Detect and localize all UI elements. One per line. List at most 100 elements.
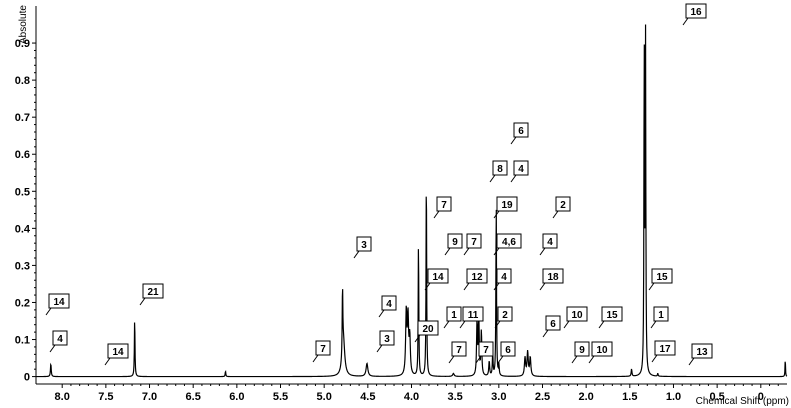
x-tick-label: 6.0 [229, 391, 244, 403]
y-tick-label: 0.4 [15, 223, 31, 235]
peak-label-box [542, 233, 558, 249]
peak-leader [598, 320, 605, 329]
peak-label-box [651, 268, 673, 284]
peak-label-box [462, 306, 484, 322]
peak-label: 7 [471, 237, 477, 248]
peak-label: 2 [502, 310, 508, 321]
peak-label: 17 [659, 344, 671, 355]
peak-annotation: 4 [539, 233, 558, 256]
peak-annotation: 1 [650, 306, 669, 329]
peak-label-box [379, 330, 395, 346]
peak-leader [444, 247, 451, 256]
peak-label-box [591, 341, 613, 357]
x-tick-label: 4.0 [404, 391, 419, 403]
peak-leader [443, 320, 450, 329]
peak-label: 10 [596, 345, 608, 356]
peak-leader [493, 210, 500, 219]
peak-leader [542, 329, 549, 338]
peak-label-box [417, 320, 439, 336]
peak-label: 7 [320, 344, 326, 355]
peak-annotation: 9 [571, 341, 590, 364]
x-tick-label: 7.0 [142, 391, 157, 403]
peak-label-box [447, 233, 463, 249]
peak-label: 4 [386, 299, 392, 310]
peak-annotation: 2 [552, 196, 571, 219]
peak-leader [104, 357, 111, 366]
peak-leader [463, 247, 470, 256]
x-tick-label: 2.0 [579, 391, 594, 403]
peak-label-box [497, 306, 513, 322]
peak-label-box [466, 268, 488, 284]
peak-label-box [555, 196, 571, 212]
x-tick-label: 5.0 [317, 391, 332, 403]
peak-label-box [356, 236, 372, 252]
peak-label: 1 [658, 310, 664, 321]
peak-annotation: 1 [443, 306, 462, 329]
peak-annotation: 2 [494, 306, 513, 329]
peak-leader [648, 282, 655, 291]
peak-leader [493, 247, 500, 256]
peak-leader [539, 247, 546, 256]
peak-leader [497, 355, 504, 364]
peak-label: 15 [606, 310, 618, 321]
peak-leader [312, 354, 319, 363]
peak-label: 4 [57, 334, 63, 345]
peak-label-box [653, 306, 669, 322]
peak-label: 1 [451, 310, 457, 321]
x-tick-label: 4.5 [360, 391, 375, 403]
x-tick-label: 8.0 [55, 391, 70, 403]
peak-label: 7 [456, 345, 462, 356]
peak-annotation: 7 [475, 341, 494, 364]
y-tick-label: 0.3 [15, 260, 30, 272]
y-tick-label: 0.1 [15, 335, 30, 347]
peak-leader [571, 355, 578, 364]
peak-label: 14 [432, 272, 444, 283]
peak-leader [552, 210, 559, 219]
peak-label: 13 [696, 347, 708, 358]
x-tick-label: 1.5 [622, 391, 637, 403]
peak-annotation: 3 [376, 330, 395, 353]
peak-annotation: 16 [682, 3, 707, 26]
peak-annotation: 9 [444, 233, 463, 256]
peak-label: 15 [656, 272, 668, 283]
peak-label-box [107, 343, 129, 359]
peak-leader [459, 320, 466, 329]
peak-annotation: 10 [588, 341, 613, 364]
spectrum [36, 24, 788, 378]
peak-label: 2 [560, 200, 566, 211]
peak-leader [651, 354, 658, 363]
peak-leader [463, 282, 470, 291]
peak-annotation: 4 [49, 330, 68, 353]
peak-annotation: 14 [104, 343, 129, 366]
peak-leader [353, 250, 360, 259]
peak-label-box [601, 306, 623, 322]
peak-annotation: 4,6 [493, 233, 522, 256]
peak-annotation: 11 [459, 306, 484, 329]
peak-label: 10 [571, 310, 583, 321]
y-tick-label: 0.8 [15, 75, 30, 87]
x-tick-label: 3.5 [448, 391, 463, 403]
peak-annotation: 20 [414, 320, 439, 343]
peak-label: 14 [53, 297, 65, 308]
peak-label: 12 [471, 272, 483, 283]
y-tick-label: 0.7 [15, 112, 30, 124]
peak-label: 4 [547, 237, 553, 248]
peak-annotation: 3 [353, 236, 372, 259]
peak-label-box [446, 306, 462, 322]
peak-label-box [492, 160, 508, 176]
peak-label-box [381, 295, 397, 311]
peak-annotation: 21 [139, 283, 164, 306]
peak-annotation: 6 [510, 122, 529, 145]
peak-leader [682, 17, 689, 26]
peak-label: 11 [468, 310, 479, 321]
peak-annotation: 10 [563, 306, 588, 329]
peak-annotation: 4 [493, 268, 512, 291]
peak-annotation: 17 [651, 340, 676, 363]
peak-leader [433, 210, 440, 219]
peak-label-box [52, 330, 68, 346]
peak-label: 3 [384, 334, 390, 345]
x-tick-label: 0 [758, 391, 764, 403]
peak-label-box [691, 343, 713, 359]
